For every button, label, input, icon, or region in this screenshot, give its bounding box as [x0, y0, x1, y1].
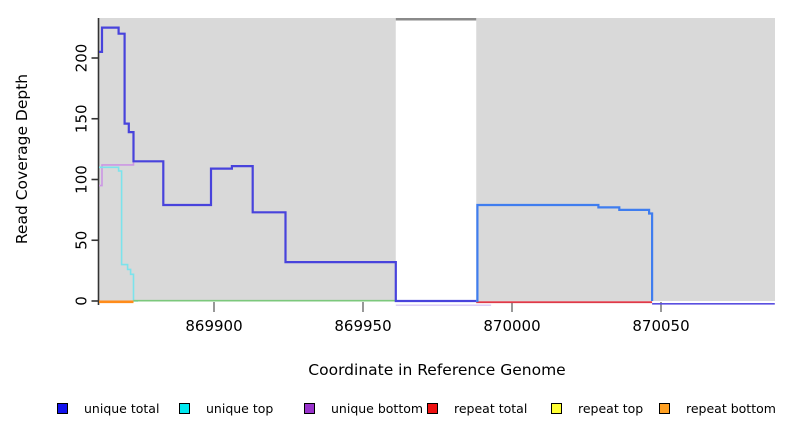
legend-label-repeat-bottom: repeat bottom [686, 400, 776, 416]
legend-item-repeat-top: repeat top [551, 399, 643, 417]
y-tick-label: 150 [73, 104, 91, 133]
y-tick-label: 50 [73, 231, 91, 250]
x-tick-label: 870000 [483, 317, 540, 335]
legend-label-repeat-total: repeat total [454, 400, 528, 416]
y-tick-label: 200 [73, 44, 91, 73]
legend-swatch-repeat-bottom [659, 402, 670, 414]
legend-swatch-unique-top [179, 402, 190, 414]
x-tick-label: 869900 [185, 317, 242, 335]
legend-item-unique-bottom: unique bottom [304, 399, 423, 417]
legend-label-unique-top: unique top [206, 400, 274, 416]
legend-swatch-repeat-top [551, 402, 562, 414]
legend-item-repeat-bottom: repeat bottom [659, 399, 776, 417]
y-axis-title: Read Coverage Depth [13, 73, 31, 245]
legend-swatch-repeat-total [427, 402, 438, 414]
gap-region-cap [395, 18, 477, 21]
x-tick-label: 870050 [632, 317, 689, 335]
legend-item-repeat-total: repeat total [427, 399, 527, 417]
chart-legend: unique total unique top unique bottom repea… [0, 399, 792, 419]
x-axis-title: Coordinate in Reference Genome [308, 361, 566, 379]
legend-item-unique-top: unique top [179, 399, 273, 417]
unique-total-left-line [99, 26, 477, 303]
legend-swatch-unique-total [57, 402, 68, 414]
unique-total-right-line [476, 203, 654, 303]
legend-swatch-unique-bottom [304, 402, 315, 414]
legend-item-unique-total: unique total [57, 399, 159, 417]
y-tick-label: 0 [73, 296, 91, 306]
unique-top-line [99, 166, 138, 302]
x-tick-label: 869950 [334, 317, 391, 335]
legend-label-repeat-top: repeat top [578, 400, 644, 416]
legend-label-unique-total: unique total [84, 400, 160, 416]
legend-label-unique-bottom: unique bottom [331, 400, 424, 416]
gap-region [395, 18, 477, 301]
y-tick-label: 100 [73, 165, 91, 194]
coverage-chart: 0 50 100 150 200 869900 869950 870000 870050 [73, 18, 775, 335]
